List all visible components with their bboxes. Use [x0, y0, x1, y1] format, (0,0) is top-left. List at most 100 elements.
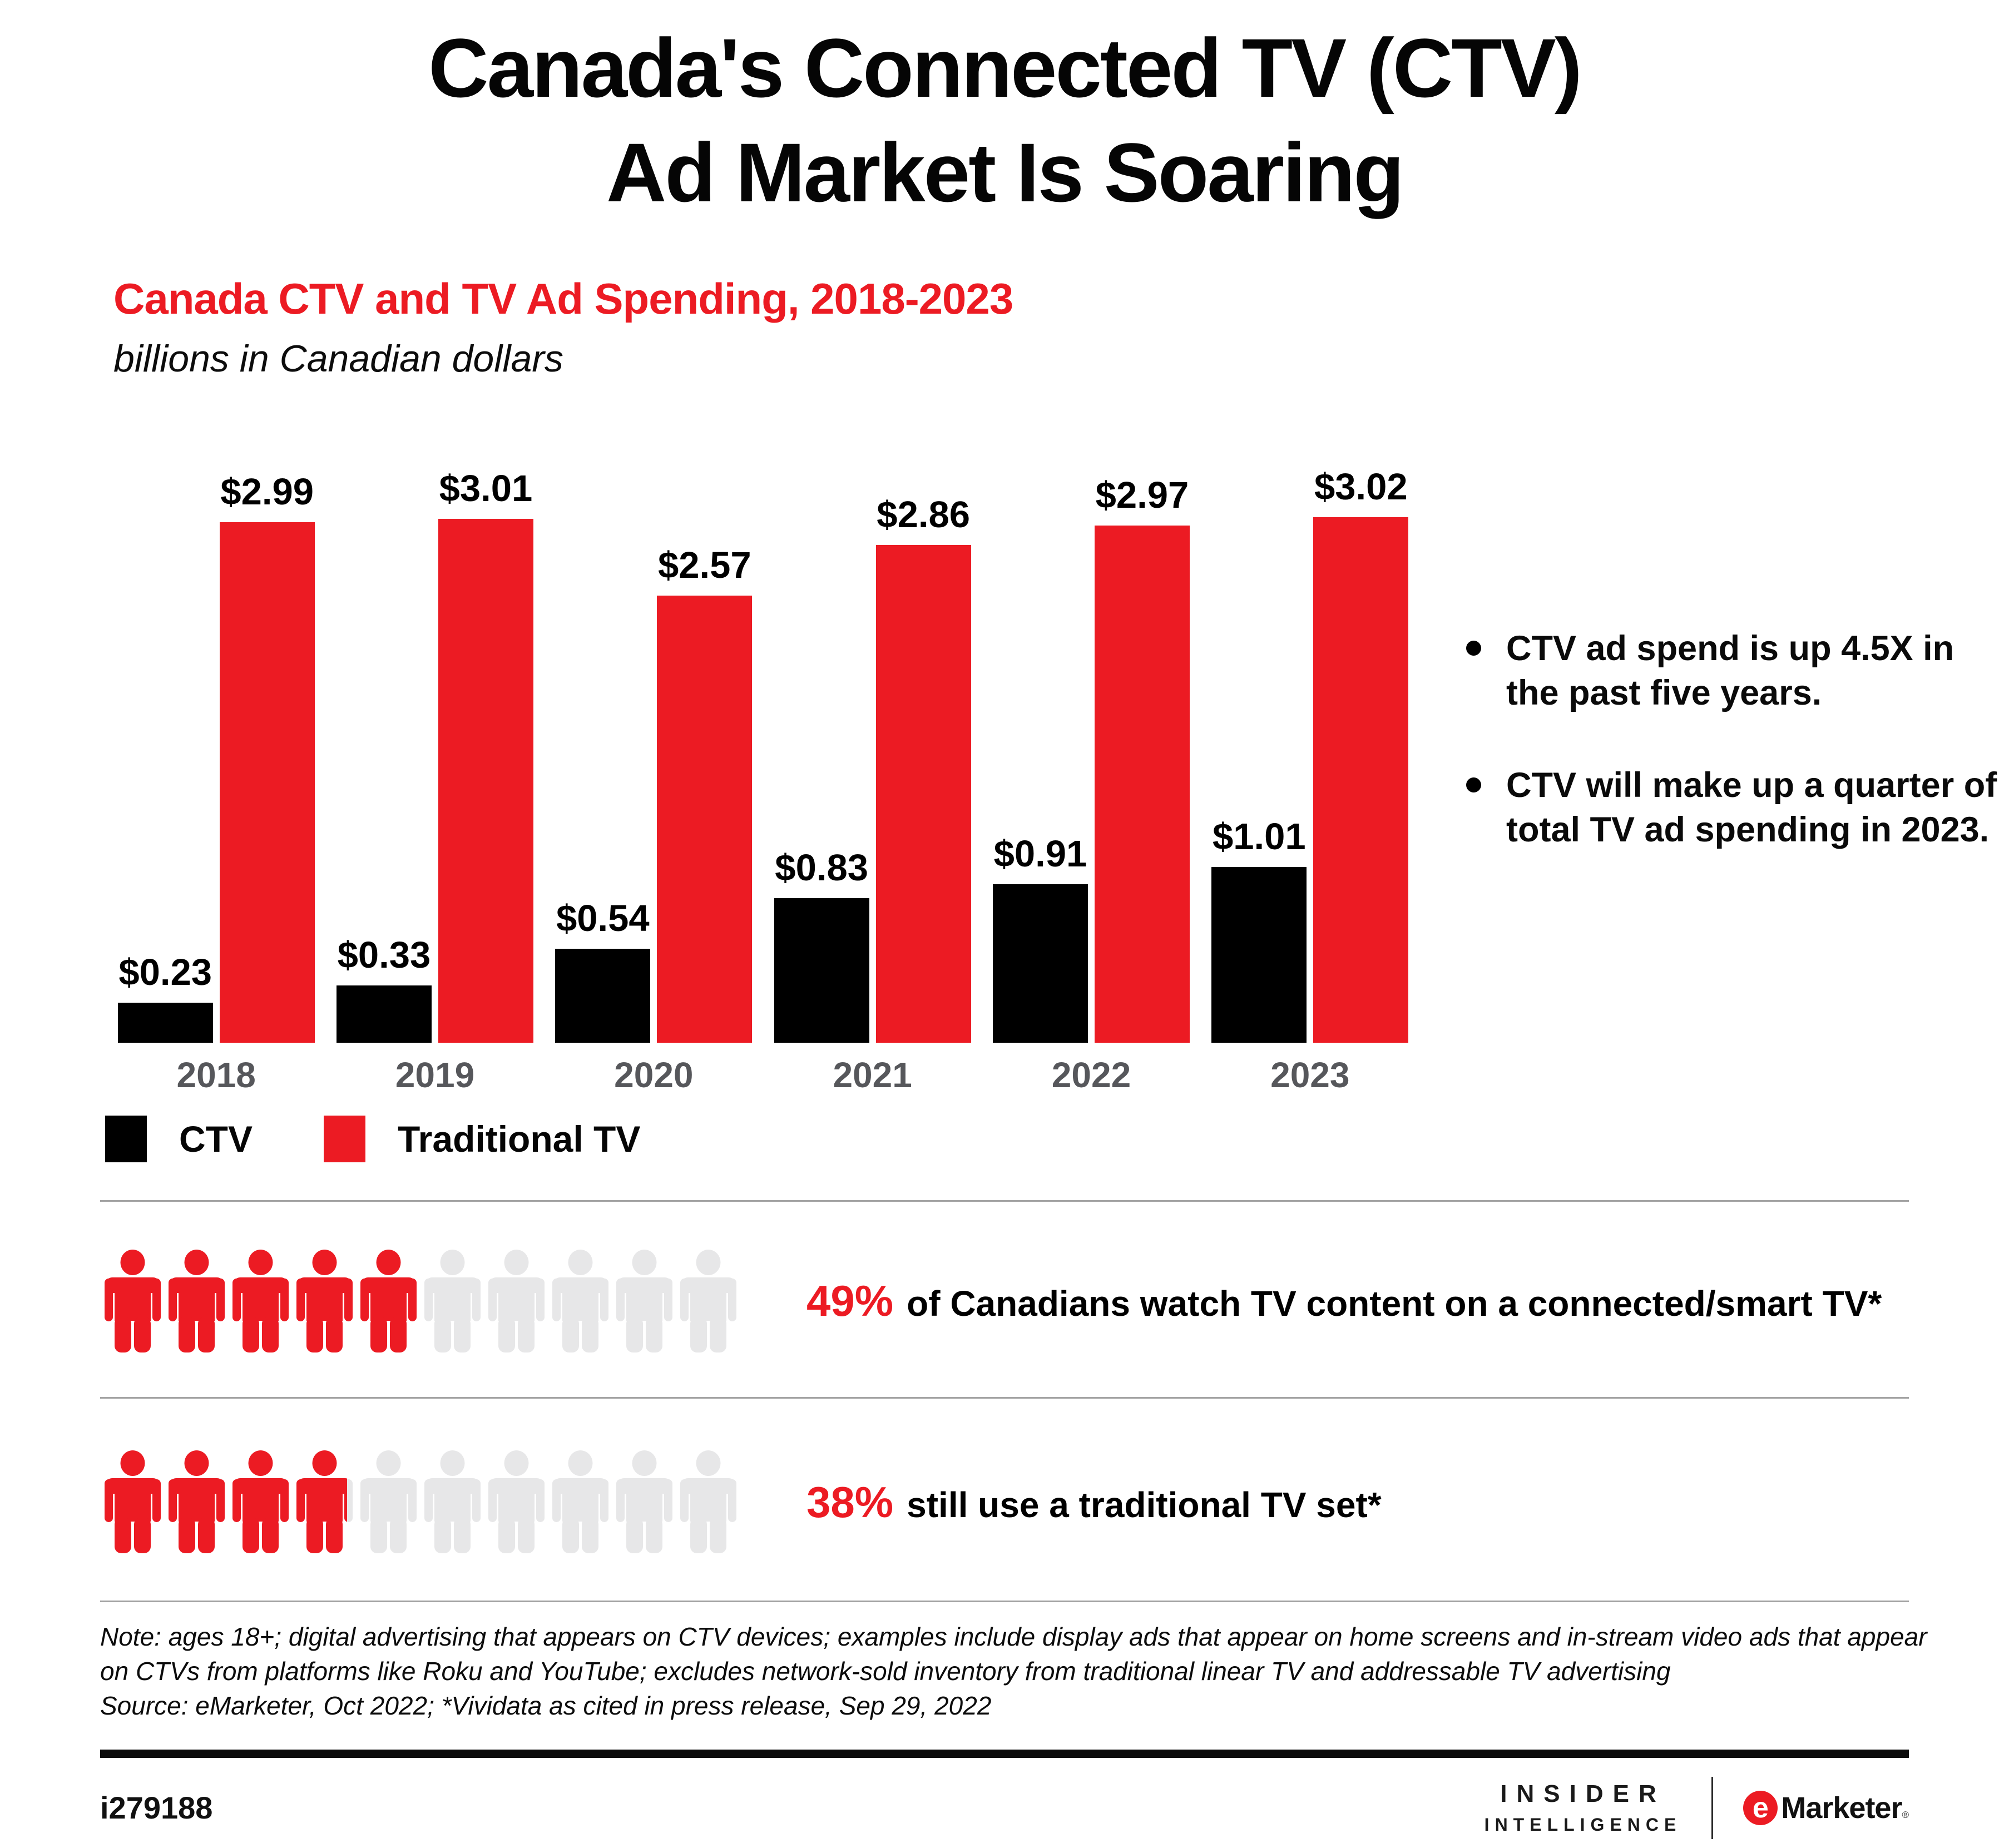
section-divider: [100, 1397, 1909, 1399]
legend-label: CTV: [179, 1118, 253, 1160]
pictogram-active-layer: [104, 1450, 347, 1553]
bar-chart-plot: $0.23 $2.99 $0.33 $3.01 $0.54 $2.57 $0.83 $2.86…: [107, 466, 1419, 1043]
person-icon: [169, 1250, 225, 1352]
bar-group-2022: $0.91 $2.97: [982, 474, 1200, 1043]
bullet-text: the past five years.: [1506, 673, 1822, 712]
person-icon: [232, 1250, 289, 1352]
legend-item-traditional-tv: Traditional TV: [324, 1116, 640, 1162]
person-icon: [680, 1250, 736, 1352]
person-icon: [552, 1250, 608, 1352]
person-icon: [296, 1450, 347, 1553]
section-divider: [100, 1601, 1909, 1602]
footer-divider: [100, 1750, 1909, 1758]
footnote: Note: ages 18+; digital advertising that…: [100, 1619, 1952, 1723]
emarketer-logo: e Marketer ®: [1743, 1790, 1909, 1825]
bullet-item: CTV ad spend is up 4.5X in the past five…: [1453, 626, 1987, 715]
bar-group-2019: $0.33 $3.01: [325, 468, 544, 1043]
person-icon: [488, 1250, 545, 1352]
footnote-source: Source: eMarketer, Oct 2022; *Vividata a…: [100, 1691, 992, 1720]
x-axis-label-2021: 2021: [833, 1055, 912, 1095]
person-icon: [488, 1450, 545, 1553]
x-axis-label-2020: 2020: [614, 1055, 694, 1095]
footnote-text: Note: ages 18+; digital advertising that…: [100, 1622, 1927, 1686]
emarketer-wordmark: Marketer: [1781, 1791, 1902, 1825]
pictogram-row-traditional-tv: [104, 1450, 746, 1553]
bar-ctv-2018: $0.23: [117, 952, 213, 1043]
footer: i279188 INSIDER INTELLIGENCE e Marketer …: [100, 1767, 1909, 1848]
chart-id: i279188: [100, 1790, 213, 1825]
bar-group-2018: $0.23 $2.99: [107, 471, 325, 1043]
stat-description: still use a traditional TV set*: [907, 1485, 1382, 1525]
bar-value-label: $0.91: [993, 833, 1087, 875]
person-icon: [105, 1250, 161, 1352]
bullet-text: CTV ad spend is up 4.5X in: [1506, 629, 1954, 668]
person-icon: [232, 1450, 289, 1553]
bar-ctv-2021: $0.83: [774, 847, 869, 1043]
person-icon: [424, 1250, 481, 1352]
bar-value-label: $0.23: [118, 952, 212, 993]
emarketer-e-icon: e: [1743, 1790, 1778, 1825]
person-icon: [424, 1450, 481, 1553]
bar-value-label: $1.01: [1212, 816, 1306, 858]
person-icon: [360, 1250, 417, 1352]
bar-group-2021: $0.83 $2.86: [763, 478, 982, 1043]
bullet-item: CTV will make up a quarter of total TV a…: [1453, 763, 1997, 852]
person-icon: [680, 1450, 736, 1553]
bar-group-2020: $0.54 $2.57: [545, 478, 763, 1043]
bar-traditional-tv-2023: $3.02: [1313, 466, 1409, 1043]
insider-logo-line1: INSIDER: [1500, 1780, 1666, 1807]
page-title: Canada's Connected TV (CTV) Ad Market Is…: [0, 16, 2009, 225]
bar-traditional-tv-2021: $2.86: [875, 494, 971, 1043]
bar-value-label: $3.02: [1314, 466, 1408, 508]
person-icon: [105, 1450, 161, 1553]
person-icon: [616, 1250, 672, 1352]
bar-value-label: $0.54: [556, 898, 650, 939]
bullet-text: total TV ad spending in 2023.: [1506, 810, 1990, 849]
legend-item-ctv: CTV: [105, 1116, 253, 1162]
bar-ctv-2022: $0.91: [992, 833, 1088, 1043]
stat-description: of Canadians watch TV content on a conne…: [907, 1284, 1882, 1324]
person-icon: [616, 1450, 672, 1553]
title-line-1: Canada's Connected TV (CTV): [428, 21, 1582, 115]
bar-traditional-tv-2020: $2.57: [657, 544, 753, 1043]
person-icon: [169, 1450, 225, 1553]
bar-value-label: $2.99: [220, 471, 314, 513]
person-icon: [360, 1450, 417, 1553]
x-axis-label-2022: 2022: [1051, 1055, 1131, 1095]
person-icon: [296, 1250, 353, 1352]
bar-ctv-2020: $0.54: [555, 898, 651, 1043]
stat-percent: 49%: [806, 1276, 894, 1325]
bar-value-label: $0.33: [337, 934, 431, 976]
pictogram-active-layer: [104, 1250, 418, 1352]
x-axis-label-2018: 2018: [176, 1055, 256, 1095]
bar-group-2023: $1.01 $3.02: [1201, 466, 1419, 1043]
legend-swatch-traditional-tv: [324, 1116, 365, 1162]
pictogram-row-connected-tv: [104, 1250, 746, 1352]
title-line-2: Ad Market Is Soaring: [606, 126, 1404, 219]
bullet-text: CTV will make up a quarter of: [1506, 766, 1997, 805]
stat-percent: 38%: [806, 1478, 894, 1527]
legend-label: Traditional TV: [398, 1118, 641, 1160]
bar-value-label: $2.97: [1095, 474, 1189, 516]
x-axis-label-2019: 2019: [395, 1055, 475, 1095]
bar-ctv-2023: $1.01: [1211, 816, 1307, 1043]
bar-traditional-tv-2018: $2.99: [219, 471, 315, 1043]
legend-swatch-ctv: [105, 1116, 147, 1162]
stat-text-traditional-tv: 38% still use a traditional TV set*: [806, 1480, 1382, 1524]
insider-logo-line2: INTELLIGENCE: [1484, 1815, 1682, 1835]
logo-separator: [1711, 1776, 1714, 1839]
person-icon: [552, 1450, 608, 1553]
key-points-list: CTV ad spend is up 4.5X in the past five…: [1453, 626, 1997, 900]
insider-intelligence-logo: INSIDER INTELLIGENCE: [1485, 1780, 1682, 1835]
registered-mark: ®: [1902, 1809, 1909, 1820]
x-axis-labels: 2018 2019 2020 2021 2022 2023: [107, 1054, 1419, 1096]
bar-ctv-2019: $0.33: [336, 934, 432, 1043]
stat-text-connected-tv: 49% of Canadians watch TV content on a co…: [806, 1279, 1882, 1322]
bar-value-label: $2.86: [877, 494, 970, 536]
chart-title: Canada CTV and TV Ad Spending, 2018-2023: [113, 274, 1013, 323]
bar-value-label: $0.83: [775, 847, 868, 889]
brand-logos: INSIDER INTELLIGENCE e Marketer ®: [1485, 1776, 1909, 1839]
chart-legend: CTV Traditional TV: [105, 1116, 640, 1162]
chart-subtitle: billions in Canadian dollars: [113, 338, 563, 380]
